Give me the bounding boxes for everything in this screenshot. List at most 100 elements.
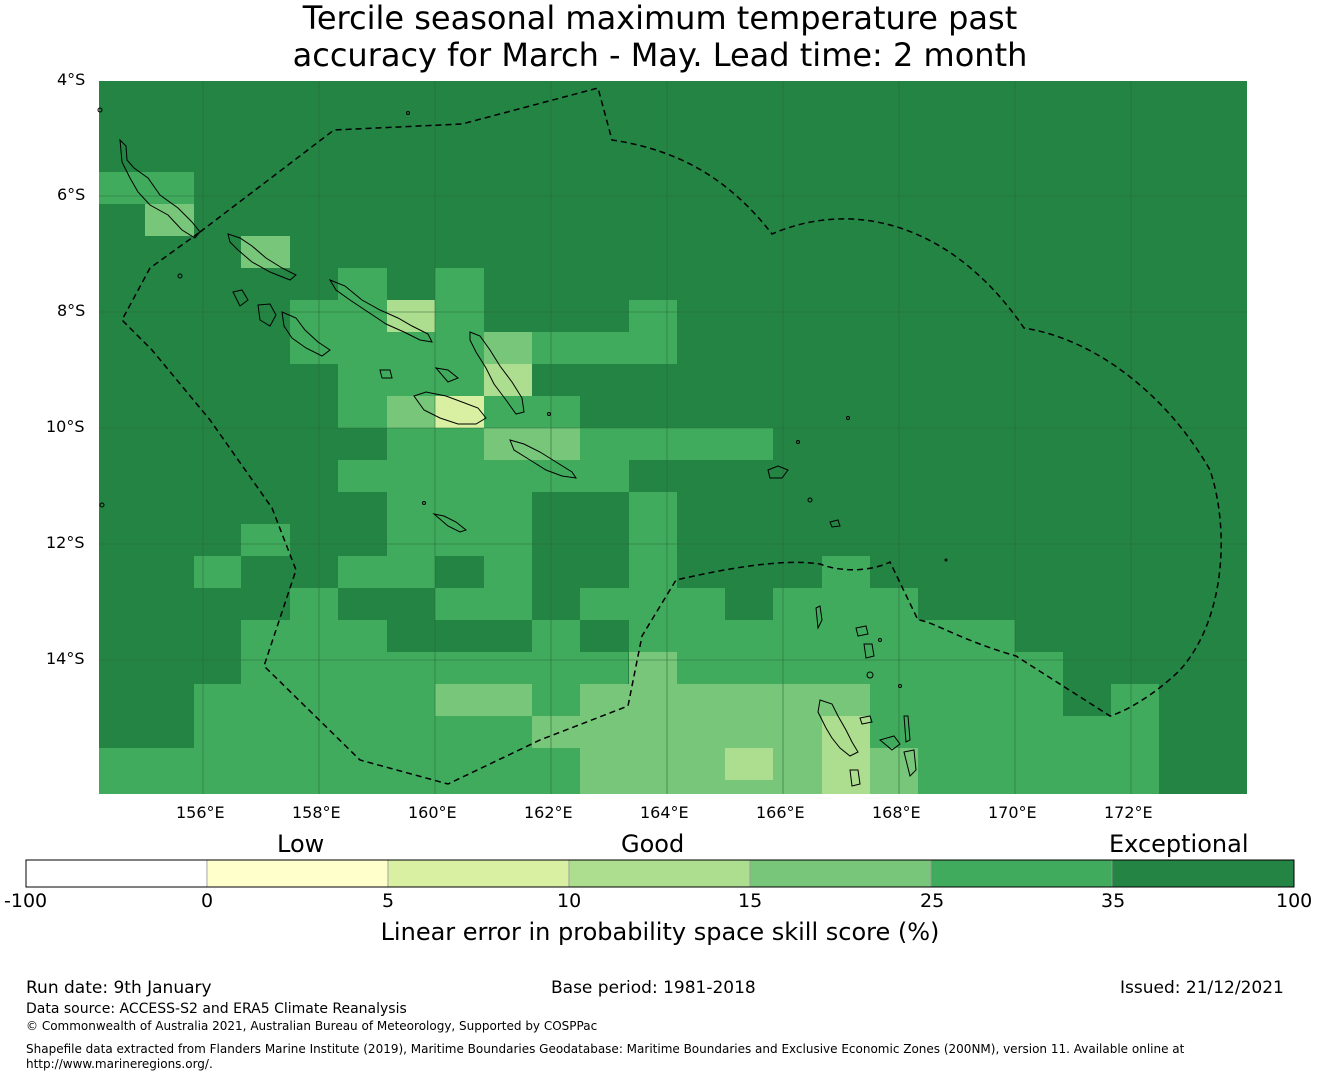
skill-score-map <box>97 81 1247 794</box>
cb-tick-10: 10 <box>557 890 582 912</box>
grid-cell <box>194 684 435 716</box>
grid-cell <box>629 556 677 588</box>
grid-cell <box>435 524 484 556</box>
grid-cell <box>338 268 387 300</box>
graticule-lines <box>99 81 1247 794</box>
grid-cell <box>1063 716 1159 748</box>
grid-cell <box>870 748 918 794</box>
lat-label-10s: 10°S <box>46 417 85 436</box>
lon-label-168e: 168°E <box>872 803 921 822</box>
grid-cell <box>435 300 484 332</box>
grid-cell <box>338 300 387 332</box>
grid-cell <box>484 492 532 524</box>
colorbar-label: Linear error in probability space skill … <box>380 918 940 946</box>
category-exceptional: Exceptional <box>1109 830 1249 858</box>
grid-cell <box>241 652 628 684</box>
grid-cell <box>822 556 870 588</box>
island-ambae <box>859 715 873 725</box>
grid-cell <box>338 332 387 364</box>
island-russell <box>379 369 393 379</box>
island-pentecost <box>903 715 911 743</box>
shapefile-credit-1: Shapefile data extracted from Flanders M… <box>26 1042 1185 1056</box>
grid-cell <box>822 748 870 794</box>
grid-cell <box>338 556 387 588</box>
grid-cell <box>290 588 338 620</box>
grid-cell <box>338 460 387 492</box>
grid-cell <box>435 588 532 620</box>
colorbar-segment <box>749 859 932 888</box>
grid-cell <box>918 748 1159 794</box>
grid-cell <box>241 620 387 652</box>
grid-cell <box>387 524 435 556</box>
grid-cell <box>725 748 773 780</box>
colorbar-segment <box>206 859 389 888</box>
cb-tick-minus100: -100 <box>4 890 48 912</box>
grid-cell <box>338 396 387 428</box>
grid-cell <box>145 204 194 236</box>
colorbar-segment <box>387 859 570 888</box>
grid-cell <box>484 460 532 492</box>
grid-cell <box>629 524 677 556</box>
chart-title: Tercile seasonal maximum temperature pas… <box>0 0 1320 74</box>
shapefile-credit-2: http://www.marineregions.org/. <box>26 1057 213 1071</box>
island-torres <box>815 605 823 630</box>
grid-cell <box>387 556 435 588</box>
grid-cell <box>387 364 435 396</box>
lon-label-158e: 158°E <box>292 803 341 822</box>
run-date: Run date: 9th January <box>26 978 212 998</box>
grid-cell <box>532 428 580 460</box>
lat-label-6s: 6°S <box>57 185 86 204</box>
grid-cell <box>484 332 532 364</box>
issued-date: Issued: 21/12/2021 <box>1120 978 1284 998</box>
grid-cell <box>773 748 822 794</box>
lat-label-8s: 8°S <box>57 301 86 320</box>
island-guadalcanal <box>413 391 487 425</box>
grid-cell <box>387 428 435 460</box>
grid-cell <box>532 332 677 364</box>
island-santa-isabel <box>328 278 433 343</box>
colorbar-border <box>25 859 1295 888</box>
island-ndeni <box>767 465 789 479</box>
island-ambrym <box>903 749 917 777</box>
skill-grid-cells <box>99 172 1159 794</box>
island-rennell <box>432 513 468 533</box>
grid-cell <box>532 716 822 748</box>
grid-cell <box>387 300 435 332</box>
grid-cell <box>629 300 677 332</box>
grid-cell <box>484 524 532 556</box>
grid-cell <box>241 524 290 556</box>
grid-cell <box>435 332 484 364</box>
lat-label-14s: 14°S <box>46 649 85 668</box>
grid-cell <box>1111 684 1159 716</box>
colorbar <box>25 859 1295 888</box>
grid-cell <box>435 268 484 300</box>
island-epi <box>849 769 861 787</box>
grid-cell <box>580 588 725 620</box>
grid-cell <box>580 684 870 716</box>
island-makira <box>509 439 578 479</box>
grid-cell <box>338 364 387 396</box>
lon-label-170e: 170°E <box>988 803 1037 822</box>
island-new-georgia-2 <box>281 311 331 357</box>
grid-cell <box>677 620 1015 652</box>
colorbar-segment <box>568 859 751 888</box>
grid-cell <box>580 460 629 492</box>
island-choiseul <box>227 233 297 281</box>
grid-cell <box>435 684 532 716</box>
grid-cell <box>387 460 435 492</box>
colorbar-segment <box>930 859 1113 888</box>
lon-label-166e: 166°E <box>756 803 805 822</box>
grid-cell <box>870 684 1063 716</box>
island-gaua <box>863 643 875 659</box>
grid-cell <box>435 492 484 524</box>
grid-cell <box>532 684 580 716</box>
lon-label-172e: 172°E <box>1104 803 1153 822</box>
grid-cell <box>629 620 677 652</box>
lat-label-12s: 12°S <box>46 533 85 552</box>
grid-cell <box>580 748 725 794</box>
lat-label-4s: 4°S <box>57 70 86 89</box>
lon-label-160e: 160°E <box>408 803 457 822</box>
grid-cell <box>629 652 677 684</box>
grid-cell <box>484 364 532 396</box>
cb-tick-35: 35 <box>1101 890 1126 912</box>
